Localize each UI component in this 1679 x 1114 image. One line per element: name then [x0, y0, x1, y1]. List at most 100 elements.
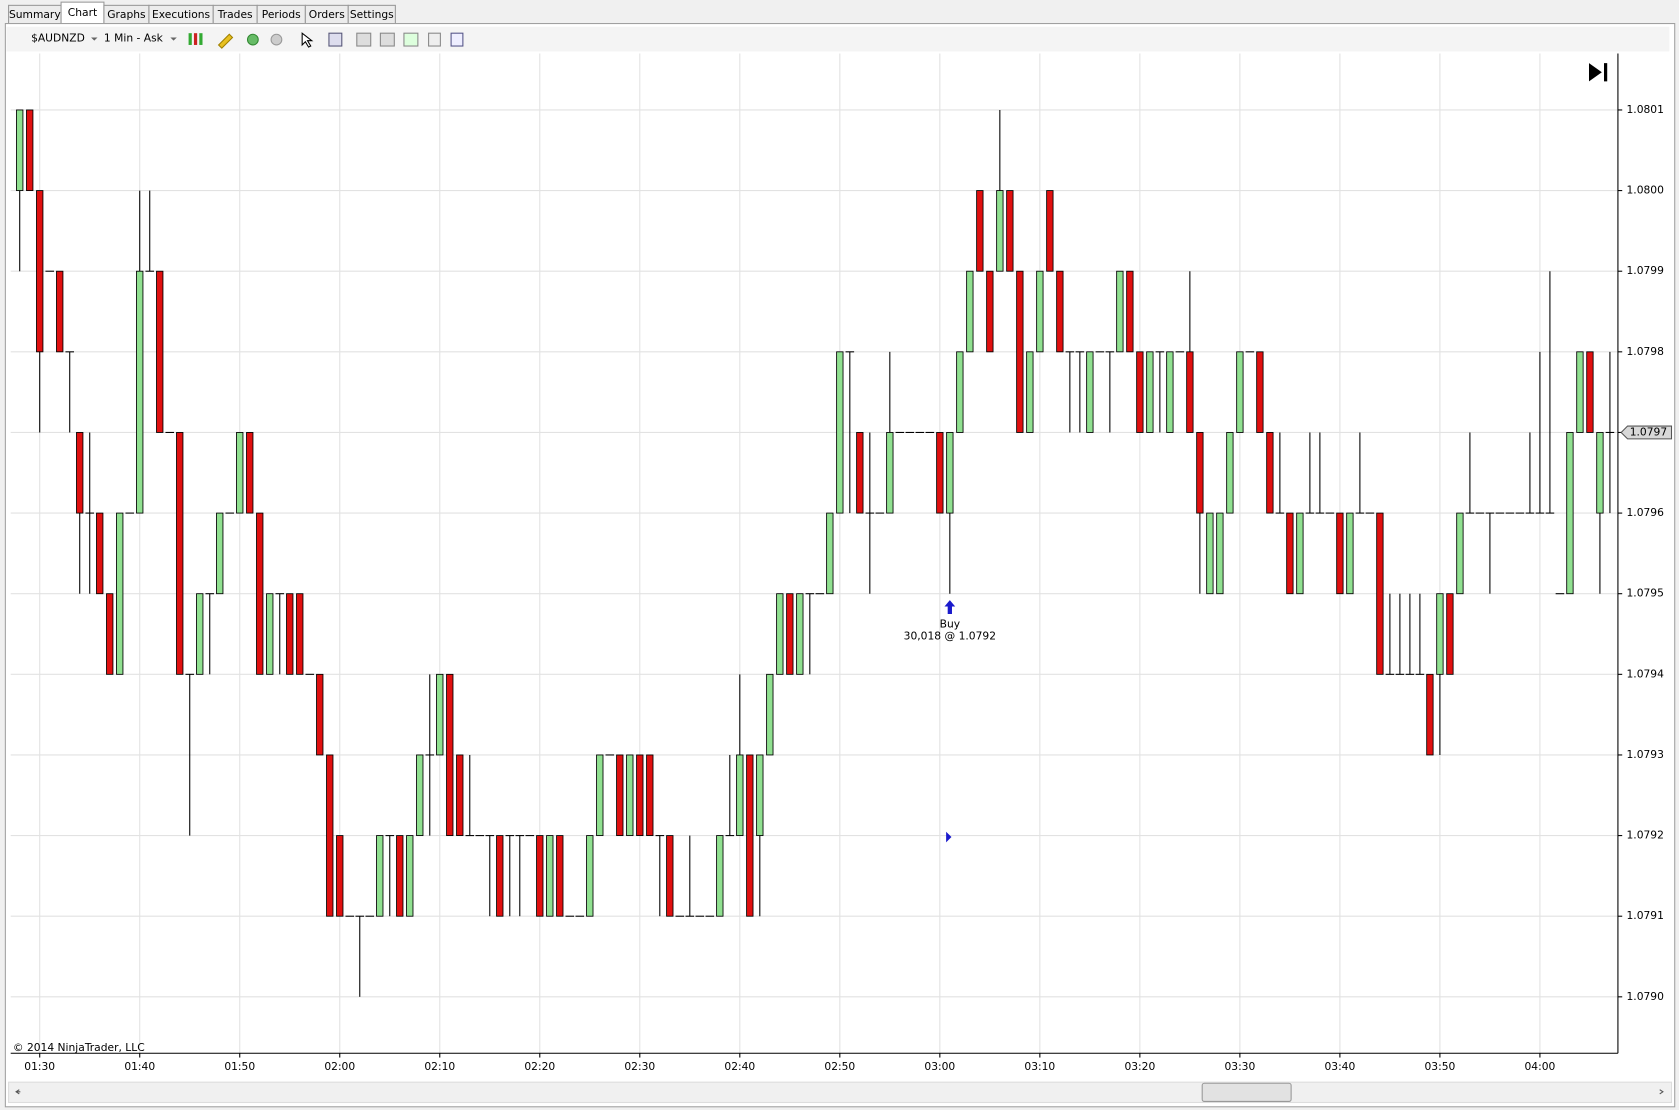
candle-body [36, 190, 44, 353]
y-tick-label: 1.0799 [1626, 264, 1664, 277]
scroll-left[interactable] [15, 1089, 21, 1095]
annotation-text: 30,018 @ 1.0792 [904, 630, 996, 643]
y-tick-label: 1.0800 [1626, 184, 1664, 197]
dropdown-arrow [91, 37, 98, 41]
y-tick-label: 1.0791 [1626, 909, 1663, 922]
candle-body [596, 754, 604, 837]
indicator-button[interactable] [246, 33, 259, 46]
candle-body [296, 593, 304, 675]
candle-body [946, 432, 954, 514]
candle-body [1196, 432, 1204, 514]
candle-body [666, 835, 674, 917]
tab-label[interactable]: Periods [262, 8, 301, 21]
candle-body [776, 593, 784, 675]
candle-body [326, 754, 334, 917]
candle-body [1296, 512, 1304, 595]
template-button[interactable] [450, 32, 464, 47]
candle-body [826, 512, 834, 595]
candle-body [1086, 351, 1094, 433]
candle-body [96, 512, 104, 595]
candle-body [446, 673, 454, 837]
candle-body [1346, 512, 1354, 595]
candle-body [1136, 351, 1144, 433]
candle-body [416, 754, 424, 837]
x-tick-label: 04:00 [1525, 1060, 1556, 1073]
candle-body [1206, 512, 1214, 595]
strategy-button[interactable] [270, 33, 283, 46]
scroll-to-end-button[interactable] [1588, 63, 1608, 82]
candle-body [1186, 351, 1194, 433]
candle-body [436, 673, 444, 756]
candle-body [136, 270, 144, 514]
tab-label[interactable]: Executions [152, 8, 210, 21]
candle-body [1236, 351, 1244, 433]
period-selector[interactable]: 1 Min - Ask [104, 32, 164, 45]
tab-label[interactable]: Graphs [107, 8, 146, 21]
save-button[interactable] [428, 32, 441, 47]
candle-body [716, 835, 724, 917]
zoom-button[interactable] [328, 32, 343, 47]
candle-body [1266, 432, 1274, 514]
dropdown-arrow [170, 37, 177, 41]
x-tick-label: 01:50 [224, 1060, 255, 1073]
annotation-label: Buy [940, 618, 960, 631]
last-price-label: 1.0797 [1630, 425, 1667, 438]
tab-label[interactable]: Summary [9, 8, 61, 21]
x-tick-label: 02:50 [824, 1060, 855, 1073]
last-price-tag [1620, 425, 1673, 440]
snapshot-button[interactable] [403, 32, 419, 47]
tab-label[interactable]: Chart [68, 6, 97, 19]
candle-body [1596, 432, 1604, 514]
candle-body [646, 754, 654, 837]
candle-body [856, 432, 864, 514]
candle-body [966, 270, 974, 353]
x-tick-label: 02:20 [524, 1060, 555, 1073]
x-tick-label: 01:40 [124, 1060, 155, 1073]
candle-body [376, 835, 384, 917]
candle-body [1166, 351, 1174, 433]
chart-area: 01:30 01:40 01:50 02:00 02:10 02:20 02:30 02:40… [10, 53, 1673, 1073]
scroll-right[interactable] [1659, 1089, 1664, 1095]
y-tick-label: 1.0801 [1626, 103, 1663, 116]
data-box-button[interactable] [379, 32, 395, 47]
candle-body [546, 835, 554, 917]
tab-label[interactable]: Settings [350, 8, 394, 21]
candle-body [1026, 351, 1034, 433]
scrollbar-thumb[interactable] [1201, 1082, 1292, 1102]
x-tick-label: 02:00 [324, 1060, 355, 1073]
candle-body [1436, 593, 1444, 675]
tab-label[interactable]: Trades [217, 8, 253, 21]
candle-body [1586, 351, 1594, 433]
x-tick-label: 03:10 [1024, 1060, 1055, 1073]
candle-body [1456, 512, 1464, 595]
candle-body [496, 835, 504, 917]
candle-body [936, 432, 944, 514]
tab-label[interactable]: Orders [309, 8, 345, 21]
x-tick-label: 03:50 [1424, 1060, 1455, 1073]
candle-body [796, 593, 804, 675]
candle-body [1216, 512, 1224, 595]
candle-body [216, 512, 224, 595]
candle-body [1446, 593, 1454, 675]
candle-body [316, 673, 324, 756]
candle-body [116, 512, 124, 675]
x-tick-label: 03:20 [1124, 1060, 1155, 1073]
candle-body [616, 754, 624, 837]
candle-body [586, 835, 594, 917]
candle-body [256, 512, 264, 675]
symbol-selector[interactable]: $AUDNZD [31, 32, 85, 45]
draw-tool-button[interactable] [217, 33, 234, 49]
scrollbar-track [8, 1081, 1673, 1104]
cursor-button[interactable] [301, 32, 314, 48]
x-tick-label: 01:30 [24, 1060, 55, 1073]
toolbar-background [6, 26, 1670, 52]
chart-style-button[interactable] [188, 33, 203, 45]
candle-body [106, 593, 114, 675]
position-marker [946, 831, 952, 843]
scrollbar[interactable] [8, 1081, 1673, 1104]
properties-button[interactable] [356, 32, 372, 47]
candle-body [766, 673, 774, 756]
candle-body [1336, 512, 1344, 595]
candle-body [26, 109, 34, 192]
